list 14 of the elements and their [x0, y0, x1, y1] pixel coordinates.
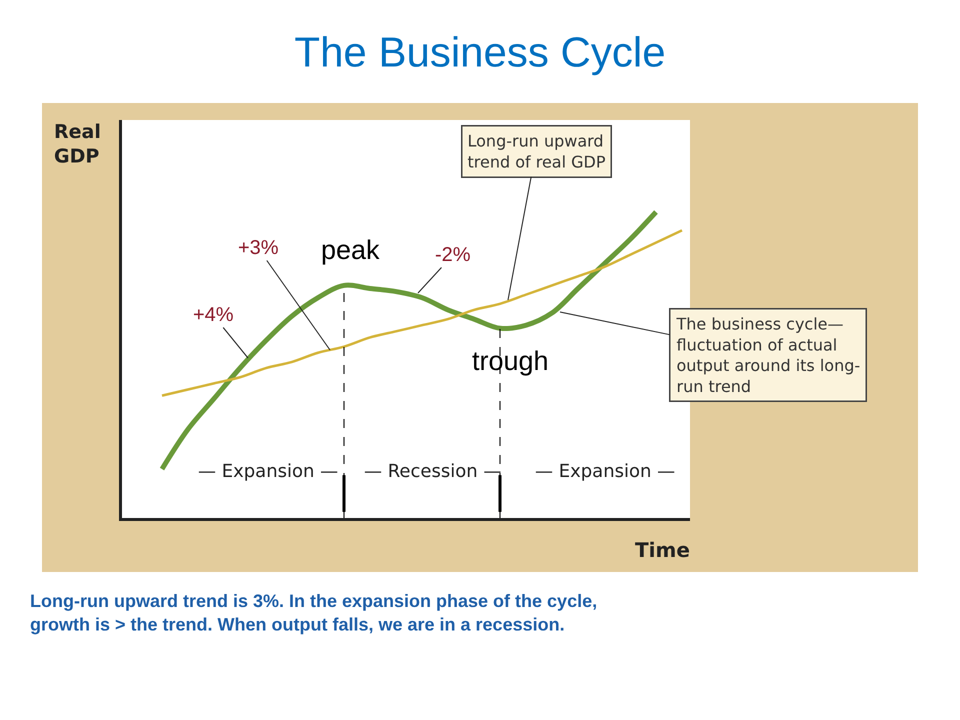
annotation: — Expansion — — [535, 461, 676, 482]
annotation: +4% — [193, 304, 234, 326]
chart-title: The Business Cycle — [294, 28, 666, 76]
annotation: peak — [321, 235, 380, 265]
annotation: +3% — [238, 237, 279, 259]
text: Long-run upward trend is 3%. In the expansion phase of the cycle, growth is > the trend. When output falls, we are in a recession. — [30, 591, 598, 634]
annotation: -2% — [435, 244, 471, 266]
annotation: The business cycle— fluctuation of actual output around its long- run trend — [676, 314, 860, 396]
annotation: — Expansion — — [198, 461, 338, 482]
text: Long-run upward trend of real GDP — [468, 132, 606, 172]
annotation: — Recession — — [364, 461, 502, 482]
x-axis-title: Time — [635, 538, 690, 562]
y-axis-title: Real GDP — [54, 121, 101, 168]
annotation: trough — [472, 346, 549, 376]
